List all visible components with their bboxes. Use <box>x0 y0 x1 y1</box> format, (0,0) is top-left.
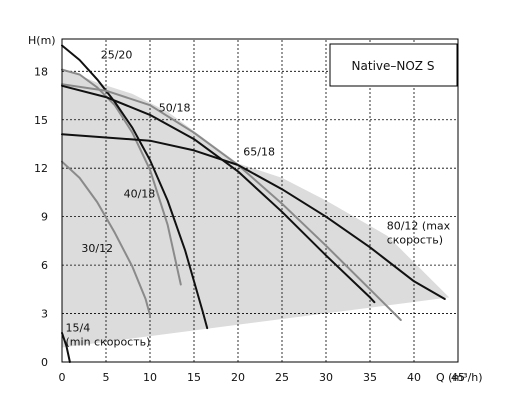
series-line <box>61 44 209 330</box>
series-line <box>61 160 151 317</box>
series-label: (min скорость) <box>66 335 151 348</box>
series-label: 50/18 <box>159 102 191 115</box>
series-line <box>61 84 376 304</box>
series-label: 25/20 <box>101 48 133 61</box>
series-labels-layer: 15/4(min скорость) 30/12 40/18 25/20 50/18 65… <box>66 48 451 348</box>
x-tick-label: 30 <box>319 371 333 384</box>
series-layer <box>61 44 446 363</box>
operating-area <box>62 68 450 348</box>
series-line <box>61 331 71 363</box>
y-tick-label: 12 <box>34 162 48 175</box>
tick-labels-layer: 0 5 10 15 20 25 30 35 40 45 0 3 6 9 12 15 18 <box>34 65 465 384</box>
plot-frame <box>61 38 459 363</box>
x-tick-label: 45 <box>451 371 465 384</box>
x-tick-label: 10 <box>143 371 157 384</box>
x-tick-label: 0 <box>59 371 66 384</box>
chart-title: Native–NOZ S <box>352 59 435 73</box>
series-line <box>61 68 182 286</box>
x-tick-label: 40 <box>407 371 421 384</box>
y-tick-label: 6 <box>41 259 48 272</box>
x-tick-label: 25 <box>275 371 289 384</box>
y-tick-label: 3 <box>41 308 48 321</box>
series-line <box>61 133 446 300</box>
y-tick-label: 15 <box>34 114 48 127</box>
x-tick-label: 35 <box>363 371 377 384</box>
x-axis-title: Q (m³/h) <box>436 371 483 384</box>
series-label: 15/4 <box>66 321 91 334</box>
x-tick-label: 5 <box>103 371 110 384</box>
title-box <box>329 43 458 87</box>
series-label: 40/18 <box>124 187 156 200</box>
x-tick-label: 15 <box>187 371 201 384</box>
y-tick-label: 9 <box>41 211 48 224</box>
series-label: скорость) <box>387 234 443 247</box>
series-label: 65/18 <box>243 145 275 158</box>
y-axis-title: H(m) <box>28 34 56 47</box>
axes-layer <box>61 38 459 363</box>
operating-area-layer <box>62 68 450 348</box>
series-label: 30/12 <box>81 242 113 255</box>
x-tick-label: 20 <box>231 371 245 384</box>
series-label: 80/12 (max <box>387 220 451 233</box>
y-tick-label: 0 <box>41 356 48 369</box>
y-tick-label: 18 <box>34 65 48 78</box>
